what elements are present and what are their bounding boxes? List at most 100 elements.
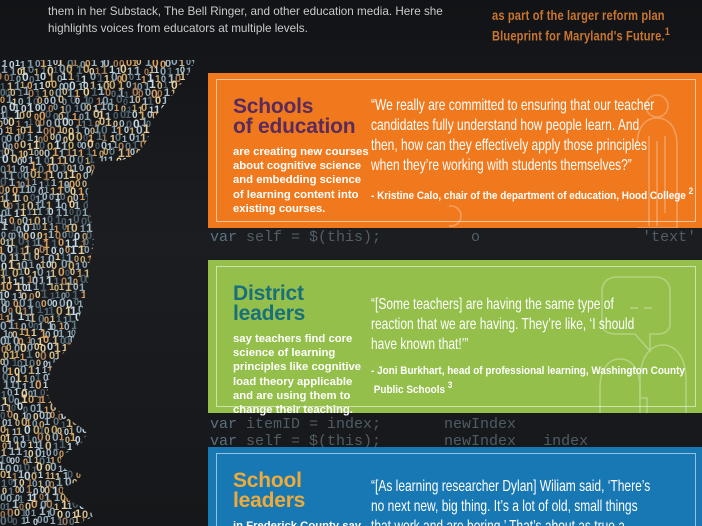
svg-text:0: 0: [133, 343, 138, 353]
svg-text:0: 0: [143, 341, 149, 353]
svg-text:0: 0: [66, 358, 71, 368]
svg-text:1: 1: [132, 311, 139, 325]
svg-text:1: 1: [185, 380, 190, 390]
svg-text:0: 0: [201, 92, 208, 106]
svg-text:0: 0: [172, 507, 177, 517]
svg-text:0: 0: [197, 193, 202, 203]
svg-text:0: 0: [55, 375, 60, 385]
svg-text:1: 1: [140, 295, 147, 309]
svg-text:1: 1: [141, 510, 147, 521]
svg-text:1: 1: [122, 157, 128, 168]
svg-text:1: 1: [173, 133, 179, 145]
svg-text:0: 0: [121, 507, 128, 521]
svg-text:0: 0: [142, 277, 147, 287]
svg-text:1: 1: [150, 515, 156, 526]
svg-text:0: 0: [99, 365, 105, 376]
svg-text:1: 1: [186, 359, 192, 371]
svg-text:1: 1: [120, 397, 125, 407]
svg-text:0: 0: [183, 92, 190, 106]
svg-text:0: 0: [113, 313, 119, 325]
svg-text:1: 1: [192, 81, 198, 93]
svg-text:1: 1: [169, 407, 176, 421]
svg-text:0: 0: [158, 245, 163, 255]
svg-text:1: 1: [186, 120, 191, 130]
svg-text:0: 0: [100, 284, 106, 296]
svg-text:0: 0: [94, 411, 99, 421]
svg-text:1: 1: [180, 386, 187, 400]
svg-text:0: 0: [175, 492, 180, 502]
svg-text:0: 0: [94, 379, 101, 393]
svg-text:0: 0: [73, 367, 79, 378]
svg-text:0: 0: [173, 282, 180, 296]
svg-text:0: 0: [150, 411, 155, 421]
svg-text:0: 0: [162, 51, 167, 61]
svg-text:1: 1: [106, 456, 112, 468]
svg-text:1: 1: [164, 126, 170, 137]
svg-text:0: 0: [169, 103, 175, 115]
svg-text:0: 0: [109, 399, 116, 413]
svg-text:1: 1: [96, 247, 102, 258]
svg-text:1: 1: [162, 197, 169, 211]
svg-text:0: 0: [149, 504, 156, 518]
svg-text:0: 0: [108, 230, 114, 242]
svg-text:0: 0: [179, 269, 185, 280]
svg-text:1: 1: [194, 134, 200, 146]
svg-text:0: 0: [110, 290, 115, 300]
svg-text:1: 1: [110, 365, 116, 376]
svg-text:1: 1: [195, 431, 201, 443]
svg-text:0: 0: [137, 42, 143, 54]
svg-text:1: 1: [117, 336, 122, 346]
svg-text:1: 1: [106, 289, 112, 301]
svg-text:1: 1: [38, 43, 43, 53]
svg-text:0: 0: [195, 157, 201, 168]
svg-text:1: 1: [115, 427, 120, 437]
svg-text:1: 1: [112, 275, 117, 285]
svg-text:1: 1: [201, 396, 206, 406]
svg-text:1: 1: [200, 168, 207, 182]
svg-text:1: 1: [151, 470, 157, 482]
svg-text:1: 1: [136, 157, 142, 168]
svg-text:0: 0: [184, 275, 190, 286]
svg-text:0: 0: [178, 292, 183, 302]
svg-text:0: 0: [171, 438, 178, 452]
svg-text:1: 1: [97, 239, 103, 250]
svg-text:1: 1: [93, 348, 100, 362]
svg-text:1: 1: [195, 107, 202, 121]
svg-text:0: 0: [201, 103, 207, 115]
svg-text:1: 1: [198, 467, 205, 481]
svg-text:0: 0: [151, 350, 157, 361]
svg-text:1: 1: [106, 343, 112, 355]
svg-text:0: 0: [127, 382, 133, 393]
svg-text:0: 0: [191, 327, 196, 337]
svg-text:1: 1: [165, 284, 171, 295]
svg-text:1: 1: [194, 332, 201, 346]
svg-text:0: 0: [146, 177, 152, 189]
svg-text:1: 1: [129, 156, 135, 167]
svg-text:1: 1: [93, 177, 99, 188]
svg-text:1: 1: [96, 206, 103, 220]
svg-text:0: 0: [117, 484, 123, 496]
svg-text:0: 0: [175, 94, 182, 108]
svg-text:0: 0: [190, 141, 195, 151]
svg-text:1: 1: [95, 501, 101, 513]
svg-text:1: 1: [147, 134, 152, 144]
svg-text:0: 0: [196, 141, 202, 153]
svg-text:0: 0: [0, 51, 5, 61]
svg-text:0: 0: [126, 231, 131, 241]
svg-text:0: 0: [141, 252, 147, 263]
svg-text:1: 1: [188, 244, 195, 258]
svg-text:0: 0: [65, 42, 71, 53]
svg-text:0: 0: [151, 43, 157, 54]
svg-text:0: 0: [105, 420, 111, 431]
svg-text:0: 0: [111, 261, 116, 271]
svg-text:1: 1: [129, 465, 135, 476]
svg-text:1: 1: [116, 242, 123, 256]
svg-text:1: 1: [168, 452, 175, 466]
svg-text:1: 1: [92, 515, 97, 525]
svg-text:0: 0: [167, 305, 172, 315]
svg-text:1: 1: [76, 463, 82, 474]
svg-text:1: 1: [147, 483, 154, 497]
svg-text:1: 1: [167, 131, 173, 143]
svg-text:1: 1: [107, 487, 113, 498]
svg-text:1: 1: [150, 231, 156, 242]
